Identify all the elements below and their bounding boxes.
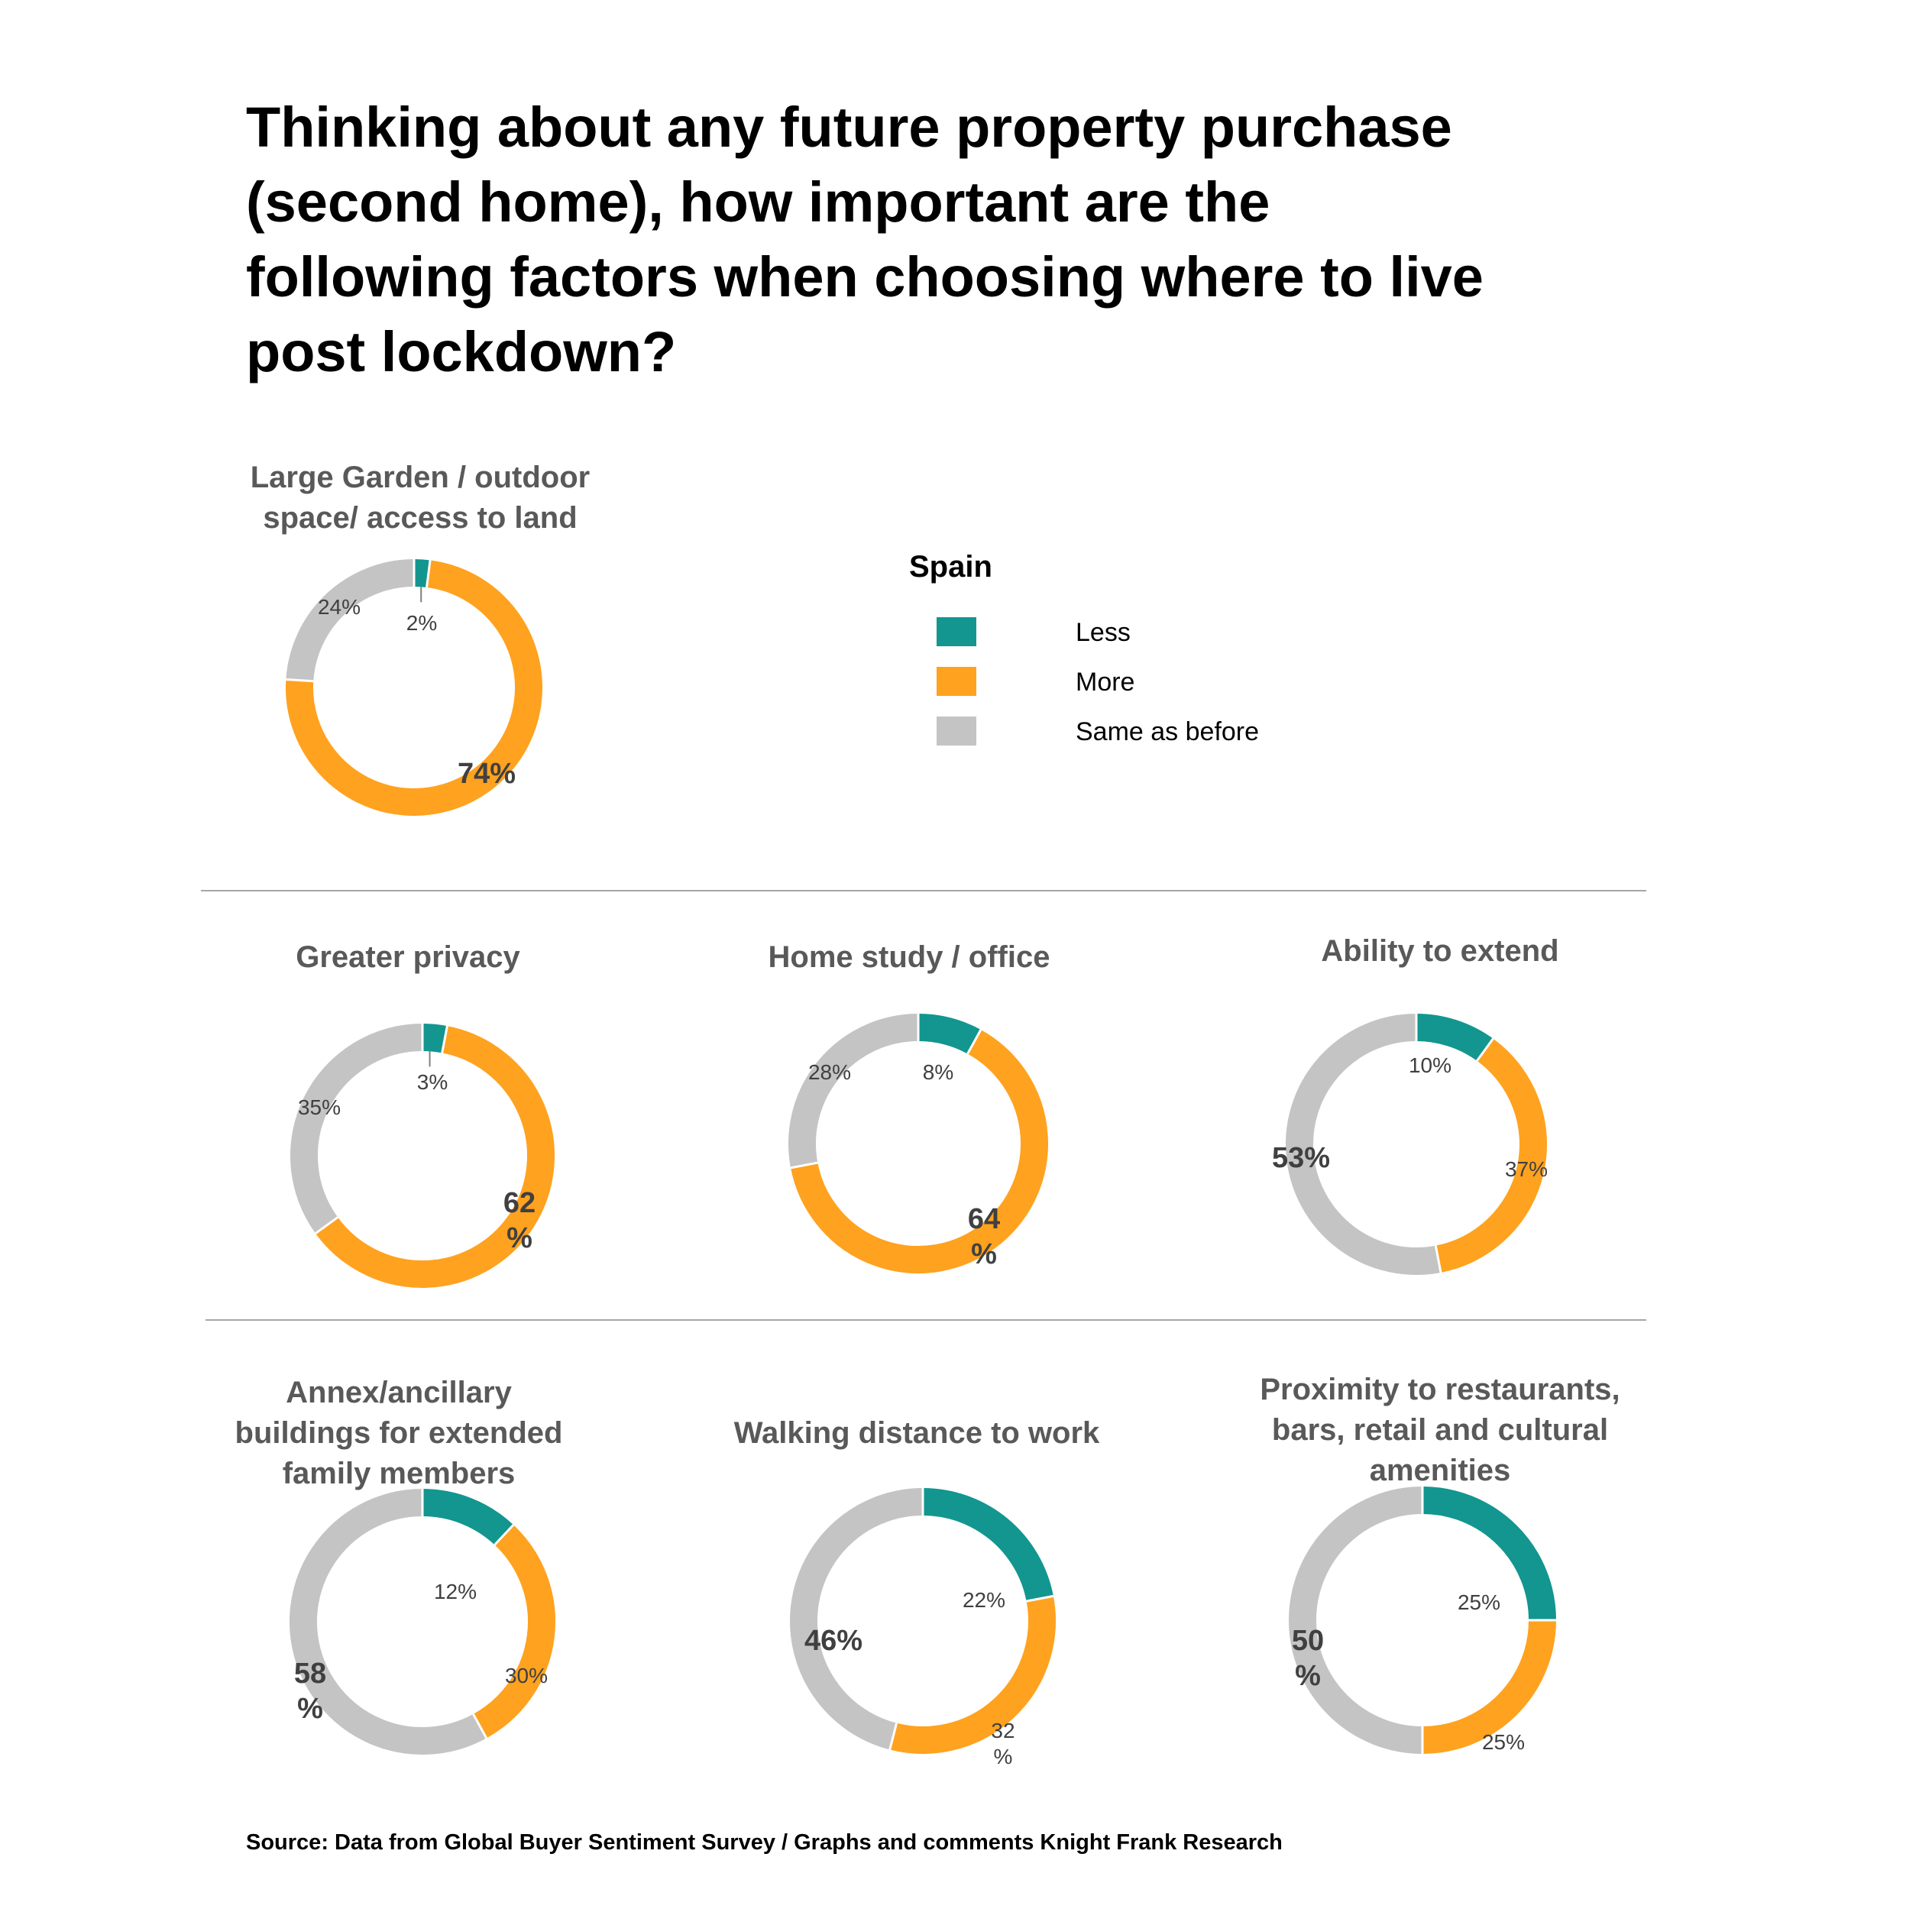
legend-swatch-more bbox=[937, 667, 976, 696]
slice-separator bbox=[790, 1161, 818, 1170]
chart-title: Greater privacy bbox=[296, 940, 520, 974]
legend-label-less: Less bbox=[1076, 618, 1131, 647]
slice-separator bbox=[494, 1524, 515, 1546]
donut-slice-more bbox=[286, 560, 542, 816]
chart-title-line: Large Garden / outdoor bbox=[251, 461, 590, 494]
donut-slice-same-as-before bbox=[790, 1488, 924, 1750]
chart-title-line: bars, retail and cultural bbox=[1272, 1413, 1608, 1447]
slice-separator bbox=[1026, 1594, 1054, 1603]
data-label: 3% bbox=[417, 1070, 448, 1094]
donut-chart: Proximity to restaurants, bars, retail an… bbox=[1260, 1373, 1620, 1754]
donut-chart: Walking distance to work 22% 32 % 46% bbox=[734, 1416, 1100, 1768]
donut-slice-more bbox=[1435, 1038, 1547, 1273]
main-title: Thinking about any future property purch… bbox=[246, 95, 1500, 383]
donut-slice-more bbox=[889, 1596, 1056, 1754]
chart-title: Home study / office bbox=[769, 940, 1050, 974]
slice-separator bbox=[1476, 1037, 1494, 1062]
donut-slice-more bbox=[1422, 1619, 1556, 1754]
data-label: 10% bbox=[1409, 1053, 1451, 1077]
slice-separator bbox=[888, 1723, 898, 1750]
data-label: 25% bbox=[1482, 1730, 1525, 1754]
donut-slice-less bbox=[422, 1489, 514, 1545]
chart-title: Proximity to restaurants, bars, retail an… bbox=[1260, 1373, 1620, 1487]
donut-slice-more bbox=[473, 1525, 555, 1739]
donut-chart: Large Garden / outdoor space/ access to l… bbox=[251, 461, 590, 816]
data-label: 64% bbox=[968, 1203, 1000, 1270]
data-label: 58% bbox=[294, 1658, 326, 1725]
data-label: 53% bbox=[1272, 1142, 1330, 1174]
data-label: 28% bbox=[808, 1060, 851, 1084]
chart-title: Ability to extend bbox=[1321, 934, 1558, 968]
slice-separator bbox=[286, 678, 314, 683]
donut-slice-same-as-before bbox=[1289, 1487, 1423, 1754]
data-label: 35% bbox=[298, 1095, 341, 1119]
slice-separator bbox=[1434, 1245, 1442, 1273]
donut-slice-more bbox=[791, 1030, 1048, 1273]
source-note: Source: Data from Global Buyer Sentiment… bbox=[246, 1830, 1283, 1855]
data-label: 24% bbox=[318, 595, 361, 619]
data-label: 62% bbox=[503, 1187, 536, 1254]
slice-separator bbox=[472, 1713, 488, 1739]
slice-separator bbox=[966, 1029, 982, 1055]
donut-slice-more bbox=[316, 1026, 555, 1288]
data-label: 25% bbox=[1458, 1590, 1500, 1614]
legend-swatch-same bbox=[937, 717, 976, 746]
legend-title: Spain bbox=[909, 550, 992, 584]
data-label: 74% bbox=[458, 758, 516, 790]
data-label: 8% bbox=[923, 1060, 953, 1084]
data-label: 50% bbox=[1292, 1625, 1324, 1692]
chart-title-line: Home study / office bbox=[769, 940, 1050, 974]
chart-title: Large Garden / outdoor space/ access to l… bbox=[251, 461, 590, 535]
legend-label-same: Same as before bbox=[1076, 717, 1259, 746]
donut-slice-same-as-before bbox=[1286, 1014, 1442, 1275]
data-label: 37% bbox=[1505, 1157, 1548, 1181]
chart-title-line: buildings for extended bbox=[235, 1416, 563, 1450]
slice-separator bbox=[441, 1025, 448, 1053]
chart-title-line: Proximity to restaurants, bbox=[1260, 1373, 1620, 1406]
donut-slice-less bbox=[413, 558, 431, 588]
donut-slice-less bbox=[1416, 1014, 1493, 1062]
donut-slice-same-as-before bbox=[286, 559, 415, 682]
data-label: 22% bbox=[963, 1588, 1005, 1612]
donut-slice-less bbox=[1422, 1487, 1556, 1621]
main-title-line: (second home), how important are the bbox=[246, 170, 1270, 234]
chart-title-line: Greater privacy bbox=[296, 940, 520, 974]
chart-title: Walking distance to work bbox=[734, 1416, 1100, 1450]
donut-slice-less bbox=[922, 1488, 1053, 1602]
main-title-line: post lockdown? bbox=[246, 320, 676, 383]
donut-charts: Large Garden / outdoor space/ access to l… bbox=[235, 461, 1620, 1768]
slice-separator bbox=[426, 560, 432, 588]
data-label: 30% bbox=[505, 1664, 548, 1687]
donut-chart: Ability to extend 10% 37% 53% bbox=[1272, 934, 1559, 1275]
chart-title: Annex/ancillary buildings for extended fam… bbox=[235, 1376, 563, 1490]
main-title-line: Thinking about any future property purch… bbox=[246, 95, 1452, 159]
data-label: 2% bbox=[406, 611, 437, 635]
donut-slice-same-as-before bbox=[290, 1024, 423, 1234]
donut-slice-same-as-before bbox=[290, 1489, 487, 1755]
main-title-line: following factors when choosing where to… bbox=[246, 245, 1484, 309]
donut-slice-less bbox=[422, 1024, 448, 1053]
legend-label-more: More bbox=[1076, 668, 1134, 697]
chart-title-line: Ability to extend bbox=[1321, 934, 1558, 968]
legend-swatch-less bbox=[937, 617, 976, 646]
slice-separator bbox=[315, 1216, 339, 1234]
data-label: 32% bbox=[991, 1719, 1015, 1768]
chart-title-line: amenities bbox=[1370, 1454, 1511, 1487]
data-label: 12% bbox=[434, 1580, 477, 1603]
data-label: 46% bbox=[804, 1625, 862, 1657]
donut-chart: Home study / office 8% 64 % 28% bbox=[769, 940, 1050, 1273]
donut-chart: Greater privacy 3% 62 % 35% bbox=[290, 940, 555, 1288]
chart-title-line: Annex/ancillary bbox=[286, 1376, 512, 1409]
chart-title-line: space/ access to land bbox=[263, 501, 577, 535]
donut-chart: Annex/ancillary buildings for extended fam… bbox=[235, 1376, 563, 1755]
donut-slice-less bbox=[917, 1014, 981, 1054]
donut-slice-same-as-before bbox=[788, 1014, 919, 1168]
chart-title-line: Walking distance to work bbox=[734, 1416, 1100, 1450]
legend: Spain Less More Same as before bbox=[909, 550, 1259, 746]
chart-title-line: family members bbox=[283, 1457, 516, 1490]
